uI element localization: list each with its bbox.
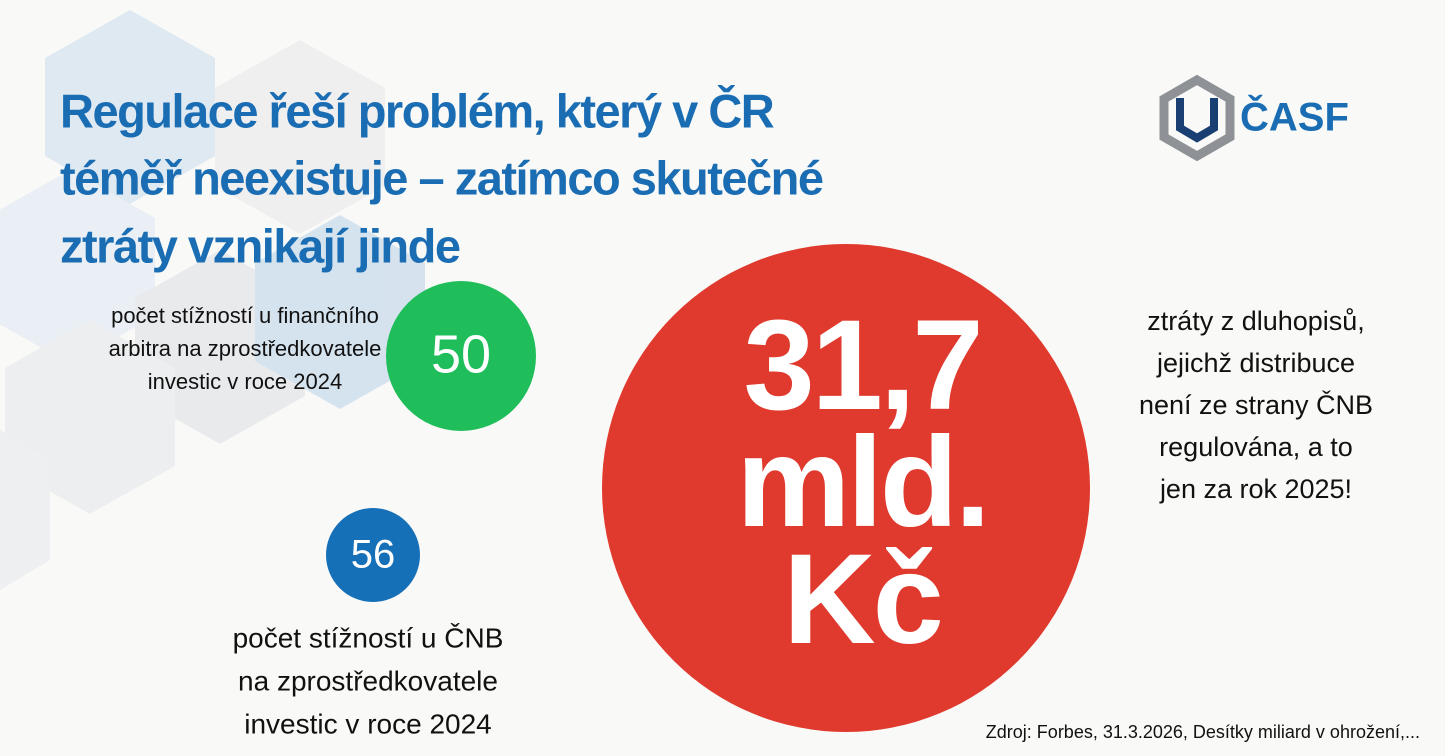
stat-label: počet stížností u finančního [111, 303, 379, 328]
title-line: ztráty vznikají jinde [60, 219, 460, 272]
stat-label: jejichž distribuce [1156, 348, 1355, 378]
stat-value: mld. [736, 411, 987, 554]
stat-label: ztráty z dluhopisů, [1147, 306, 1365, 336]
stat-label: na zprostředkovatele [238, 665, 498, 696]
red-circle [602, 244, 1090, 732]
title-line: téměř neexistuje – zatímco skutečné [60, 151, 823, 204]
title-line: Regulace řeší problém, který v ČR [60, 84, 774, 137]
stat-label: počet stížností u ČNB [233, 622, 504, 653]
stat-label: není ze strany ČNB [1139, 389, 1373, 420]
stat-label: investic v roce 2024 [148, 369, 342, 394]
logo-text: ČASF [1240, 94, 1349, 140]
stat-label: regulována, a to [1159, 432, 1353, 462]
blue-circle [326, 508, 420, 602]
stat-label: jen za rok 2025! [1159, 474, 1352, 504]
source: Zdroj: Forbes, 31.3.2026, Desítky miliar… [986, 722, 1420, 742]
stat-value: Kč [783, 528, 941, 671]
stat-value: 31,7 [743, 294, 980, 437]
logo: ČASF [1159, 74, 1349, 162]
stat-value: 56 [351, 533, 396, 577]
green-circle [386, 281, 536, 431]
stat-label: investic v roce 2024 [244, 708, 491, 739]
hexagon-pattern [0, 10, 425, 590]
stat-label: arbitra na zprostředkovatele [109, 336, 382, 361]
stat-value: 50 [431, 324, 491, 384]
